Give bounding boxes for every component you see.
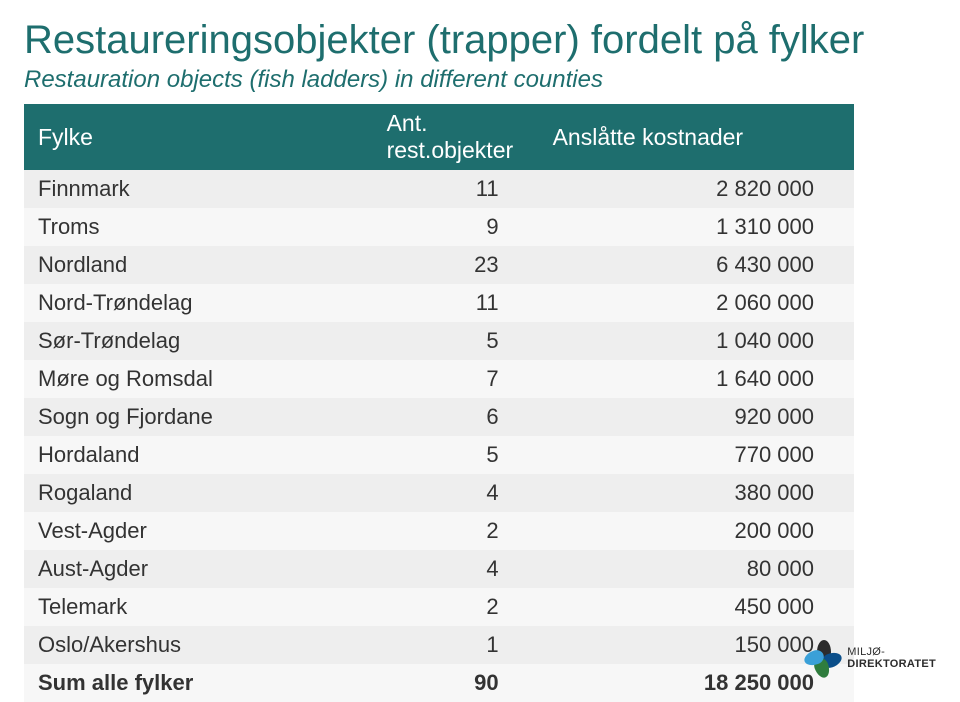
cell-fylke: Finnmark (24, 170, 373, 208)
logo-line2: DIREKTORATET (847, 659, 936, 671)
cell-cost: 6 430 000 (539, 246, 854, 284)
page-subtitle: Restauration objects (fish ladders) in d… (24, 66, 936, 94)
cell-cost: 2 820 000 (539, 170, 854, 208)
cell-count: 23 (373, 246, 539, 284)
table-row: Sør-Trøndelag51 040 000 (24, 322, 854, 360)
col-header-cost: Anslåtte kostnader (539, 104, 854, 170)
col-header-count: Ant. rest.objekter (373, 104, 539, 170)
cell-fylke: Sogn og Fjordane (24, 398, 373, 436)
table-row: Rogaland4380 000 (24, 474, 854, 512)
table-row: Telemark2450 000 (24, 588, 854, 626)
cell-cost: 1 640 000 (539, 360, 854, 398)
cell-count: 9 (373, 208, 539, 246)
cell-cost: 200 000 (539, 512, 854, 550)
table-row: Troms91 310 000 (24, 208, 854, 246)
cell-count: 6 (373, 398, 539, 436)
table-sum-row: Sum alle fylker9018 250 000 (24, 664, 854, 702)
cell-cost: 770 000 (539, 436, 854, 474)
cell-count: 5 (373, 436, 539, 474)
table-row: Nord-Trøndelag112 060 000 (24, 284, 854, 322)
cell-fylke: Vest-Agder (24, 512, 373, 550)
table-header-row: Fylke Ant. rest.objekter Anslåtte kostna… (24, 104, 854, 170)
table-row: Nordland236 430 000 (24, 246, 854, 284)
cell-fylke: Sør-Trøndelag (24, 322, 373, 360)
cell-cost: 380 000 (539, 474, 854, 512)
cell-count: 2 (373, 588, 539, 626)
cell-cost: 1 310 000 (539, 208, 854, 246)
logo-line1: MILJØ- (847, 646, 885, 658)
cell-fylke: Oslo/Akershus (24, 626, 373, 664)
table-row: Aust-Agder480 000 (24, 550, 854, 588)
sum-label: Sum alle fylker (24, 664, 373, 702)
cell-cost: 450 000 (539, 588, 854, 626)
table-row: Vest-Agder2200 000 (24, 512, 854, 550)
cell-count: 11 (373, 170, 539, 208)
cell-count: 4 (373, 550, 539, 588)
cell-cost: 2 060 000 (539, 284, 854, 322)
table-row: Hordaland5770 000 (24, 436, 854, 474)
agency-logo: MILJØ- DIREKTORATET (807, 642, 936, 676)
cell-cost: 920 000 (539, 398, 854, 436)
cell-fylke: Nord-Trøndelag (24, 284, 373, 322)
table-row: Finnmark112 820 000 (24, 170, 854, 208)
table-row: Møre og Romsdal71 640 000 (24, 360, 854, 398)
cell-count: 4 (373, 474, 539, 512)
cell-count: 2 (373, 512, 539, 550)
cell-count: 5 (373, 322, 539, 360)
table-row: Sogn og Fjordane6920 000 (24, 398, 854, 436)
cell-cost: 80 000 (539, 550, 854, 588)
table-row: Oslo/Akershus1150 000 (24, 626, 854, 664)
data-table: Fylke Ant. rest.objekter Anslåtte kostna… (24, 104, 854, 702)
sum-count: 90 (373, 664, 539, 702)
cell-fylke: Telemark (24, 588, 373, 626)
cell-fylke: Aust-Agder (24, 550, 373, 588)
cell-cost: 1 040 000 (539, 322, 854, 360)
page-title: Restaureringsobjekter (trapper) fordelt … (24, 18, 936, 62)
logo-mark-icon (807, 642, 841, 676)
col-header-fylke: Fylke (24, 104, 373, 170)
cell-count: 1 (373, 626, 539, 664)
cell-count: 11 (373, 284, 539, 322)
cell-fylke: Hordaland (24, 436, 373, 474)
cell-fylke: Troms (24, 208, 373, 246)
cell-count: 7 (373, 360, 539, 398)
cell-fylke: Rogaland (24, 474, 373, 512)
cell-fylke: Møre og Romsdal (24, 360, 373, 398)
logo-text: MILJØ- DIREKTORATET (847, 647, 936, 670)
cell-fylke: Nordland (24, 246, 373, 284)
